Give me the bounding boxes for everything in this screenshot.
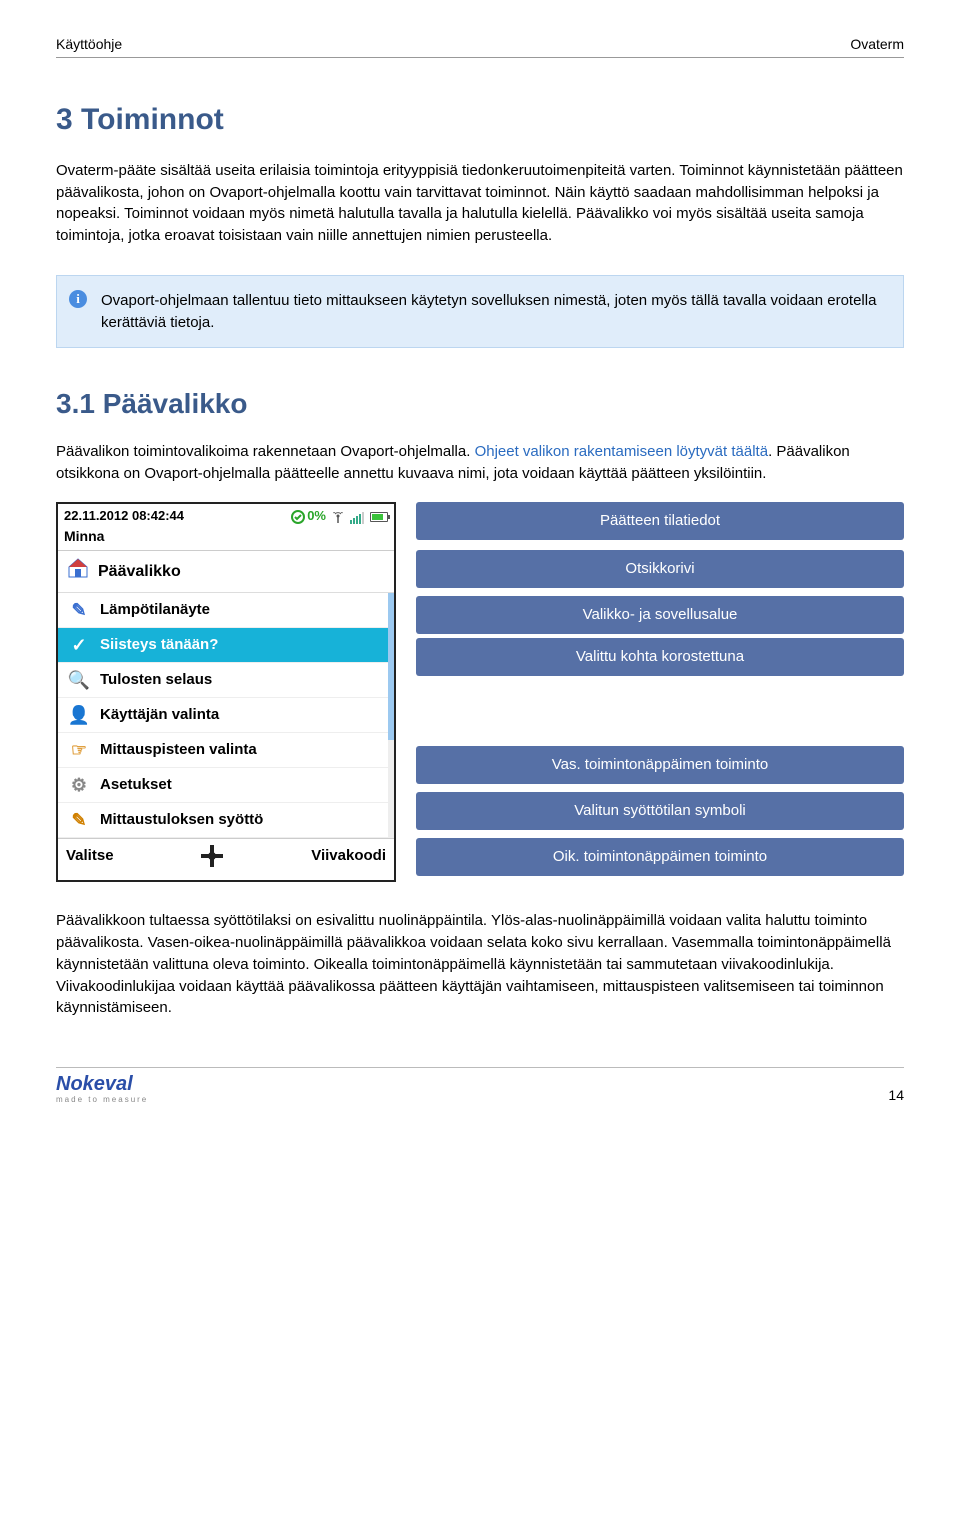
brand-tagline: made to measure	[56, 1094, 148, 1106]
menu-item-icon: ✎	[66, 598, 92, 622]
diagram: 22.11.2012 08:42:44 0% Minna Päävalikko …	[56, 502, 904, 882]
heading-toiminnot: 3 Toiminnot	[56, 98, 904, 142]
heading-paavalikko: 3.1 Päävalikko	[56, 384, 904, 425]
menu-item-icon: ☞	[66, 738, 92, 762]
phone-title: Päävalikko	[98, 560, 181, 583]
page-header: Käyttöohje Ovaterm	[56, 34, 904, 58]
menu-item-icon: 👤	[66, 703, 92, 727]
link-ohjeet[interactable]: Ohjeet valikon rakentamiseen löytyvät tä…	[475, 443, 769, 460]
callout: Valikko- ja sovellusalue	[416, 596, 904, 634]
callout: Vas. toimintonäppäimen toiminto	[416, 746, 904, 784]
para-paavalikko: Päävalikon toimintovalikoima rakennetaan…	[56, 441, 904, 485]
menu-item[interactable]: ✓ Siisteys tänään?	[58, 628, 394, 663]
signal-icon	[350, 511, 364, 523]
callout: Valitun syöttötilan symboli	[416, 792, 904, 830]
menu-item[interactable]: ☞ Mittauspisteen valinta	[58, 733, 394, 768]
phone-mockup: 22.11.2012 08:42:44 0% Minna Päävalikko …	[56, 502, 396, 882]
callout: Valittu kohta korostettuna	[416, 638, 904, 676]
menu-item-label: Mittaustuloksen syöttö	[100, 809, 263, 831]
menu-item-label: Käyttäjän valinta	[100, 704, 219, 726]
header-left: Käyttöohje	[56, 34, 122, 54]
menu-item-label: Lämpötilanäyte	[100, 599, 210, 621]
menu-item-icon: ⚙	[66, 773, 92, 797]
menu-item-icon: ✓	[66, 633, 92, 657]
info-text: Ovaport-ohjelmaan tallentuu tieto mittau…	[101, 292, 876, 331]
callout-column: Päätteen tilatiedot Otsikkorivi Valikko- j…	[416, 502, 904, 882]
menu-item[interactable]: ✎ Mittaustuloksen syöttö	[58, 803, 394, 838]
status-user: Minna	[58, 526, 394, 549]
brand-name: Nokeval	[56, 1074, 148, 1094]
para-intro: Ovaterm-pääte sisältää useita erilaisia …	[56, 160, 904, 247]
info-box: i Ovaport-ohjelmaan tallentuu tieto mitt…	[56, 275, 904, 349]
menu-item[interactable]: 🔍 Tulosten selaus	[58, 663, 394, 698]
info-icon: i	[69, 290, 87, 308]
softkey-left[interactable]: Valitse	[66, 845, 114, 867]
menu-item[interactable]: ✎ Lämpötilanäyte	[58, 593, 394, 628]
menu-item-label: Asetukset	[100, 774, 172, 796]
antenna-icon	[332, 511, 344, 523]
header-right: Ovaterm	[850, 34, 904, 54]
menu-item-label: Tulosten selaus	[100, 669, 212, 691]
status-datetime: 22.11.2012 08:42:44	[64, 507, 184, 526]
phone-status-bar: 22.11.2012 08:42:44 0%	[58, 504, 394, 526]
battery-icon	[370, 512, 388, 522]
softkey-bar: Valitse Viivakoodi	[58, 838, 394, 873]
phone-menu-list: ✎ Lämpötilanäyte ✓ Siisteys tänään? 🔍 Tuloste…	[58, 592, 394, 838]
home-icon	[66, 557, 90, 586]
menu-item-label: Siisteys tänään?	[100, 634, 218, 656]
page-number: 14	[888, 1085, 904, 1105]
para2-a: Päävalikon toimintovalikoima rakennetaan…	[56, 443, 475, 460]
callout: Päätteen tilatiedot	[416, 502, 904, 540]
menu-item-label: Mittauspisteen valinta	[100, 739, 257, 761]
callout: Oik. toimintonäppäimen toiminto	[416, 838, 904, 876]
menu-item-icon: 🔍	[66, 668, 92, 692]
para-usage: Päävalikkoon tultaessa syöttötilaksi on …	[56, 910, 904, 1019]
menu-item-icon: ✎	[66, 808, 92, 832]
menu-item[interactable]: 👤 Käyttäjän valinta	[58, 698, 394, 733]
callout: Otsikkorivi	[416, 550, 904, 588]
dpad-icon	[201, 845, 223, 867]
sync-status: 0%	[291, 507, 326, 526]
menu-item[interactable]: ⚙ Asetukset	[58, 768, 394, 803]
scrollbar[interactable]	[388, 593, 394, 838]
softkey-right[interactable]: Viivakoodi	[311, 845, 386, 867]
phone-title-row: Päävalikko	[58, 550, 394, 592]
brand-logo: Nokeval made to measure	[56, 1074, 148, 1106]
page-footer: Nokeval made to measure 14	[56, 1067, 904, 1106]
